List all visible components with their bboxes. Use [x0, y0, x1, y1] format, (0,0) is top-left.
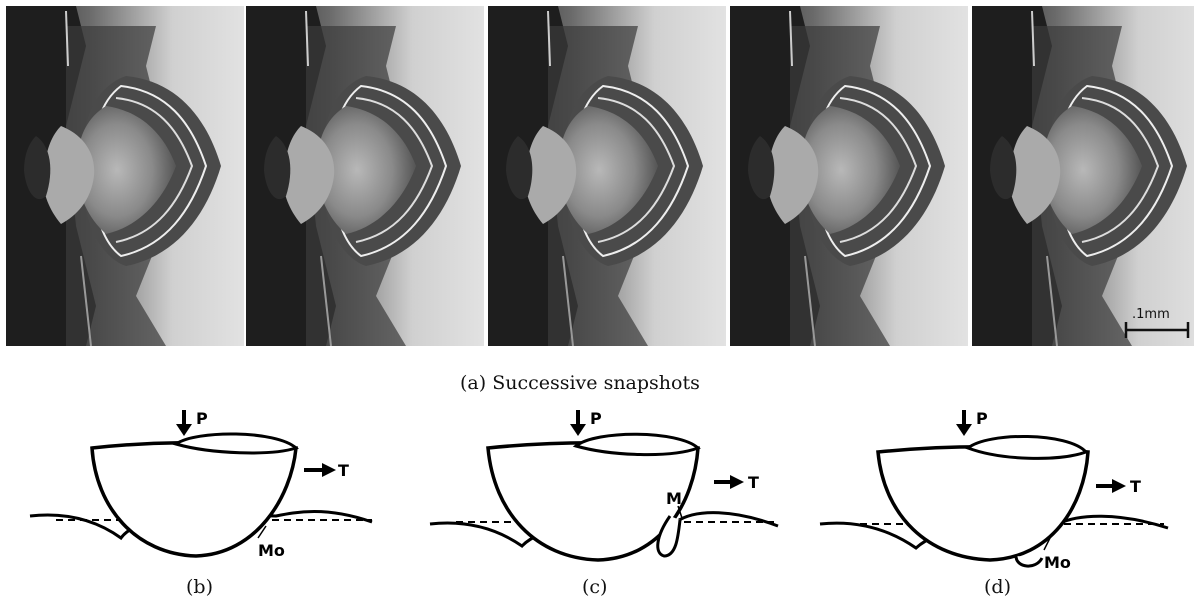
- diagram-c: P T M: [426, 408, 786, 573]
- diagram-b-svg: P T Mo: [29, 409, 373, 560]
- diagram-d-svg: P T Mo: [819, 409, 1169, 572]
- caption-c: (c): [582, 576, 608, 598]
- contact-label-d: Mo: [1044, 553, 1071, 572]
- load-label-b: P: [196, 409, 208, 428]
- snapshot-frame-3: [487, 5, 727, 347]
- load-label-d: P: [976, 409, 988, 428]
- traction-label-c: T: [748, 473, 759, 492]
- caption-d: (d): [984, 576, 1011, 598]
- caption-b: (b): [186, 576, 213, 598]
- load-label-c: P: [590, 409, 602, 428]
- snapshot-strip-svg: .1mm: [5, 5, 1196, 347]
- snapshot-frame-5: [971, 5, 1196, 347]
- snapshot-strip: .1mm: [5, 5, 1196, 347]
- scale-bar: .1mm: [1124, 307, 1190, 338]
- caption-a: (a) Successive snapshots: [460, 372, 700, 394]
- contact-label-c: M: [666, 489, 682, 508]
- snapshot-frame-1: [5, 5, 245, 347]
- snapshot-frame-4: [729, 5, 969, 347]
- diagram-d: P T Mo: [818, 408, 1174, 573]
- diagram-b: P T Mo: [26, 408, 376, 568]
- traction-label-d: T: [1130, 477, 1141, 496]
- snapshot-frame-2: [245, 5, 485, 347]
- traction-label-b: T: [338, 461, 349, 480]
- diagram-c-svg: P T M: [429, 409, 779, 562]
- contact-label-b: Mo: [258, 541, 285, 560]
- scale-label: .1mm: [1132, 307, 1170, 322]
